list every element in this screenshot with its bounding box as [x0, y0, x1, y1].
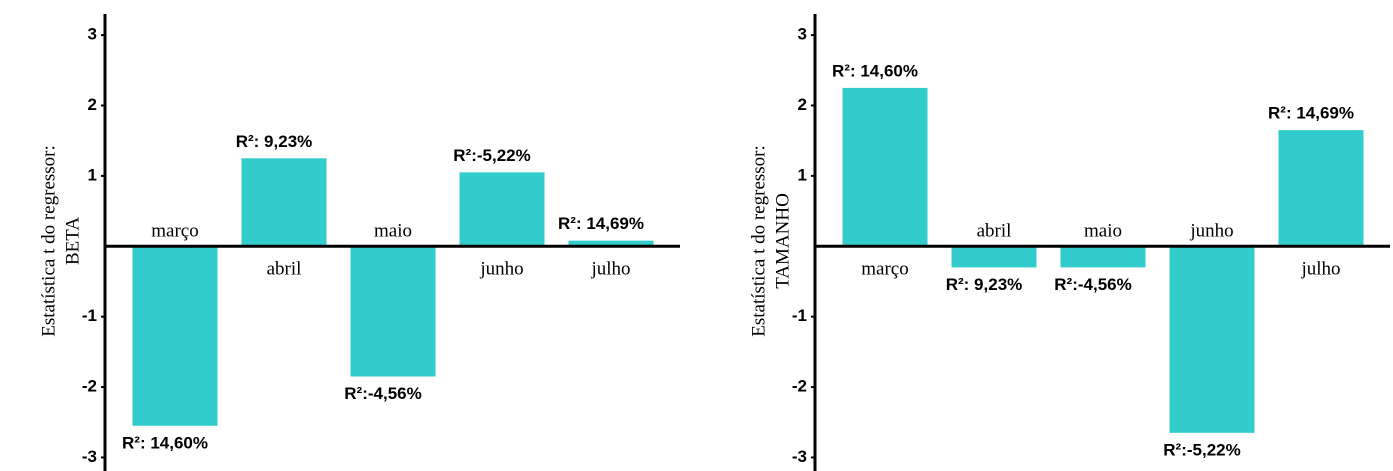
category-label: abril — [267, 259, 302, 280]
y-tick-label: -3 — [82, 447, 97, 466]
y-tick-label: 2 — [88, 95, 97, 114]
data-annotation: R²: 9,23% — [946, 275, 1023, 294]
data-annotation: R²:-4,56% — [1054, 275, 1131, 294]
bar — [1278, 130, 1364, 247]
y-axis-label: Estatística t do regressor: — [748, 145, 769, 337]
data-annotation: R²:-4,56% — [344, 384, 421, 403]
data-annotation: R²: 14,69% — [1268, 104, 1354, 123]
y-tick-label: -1 — [82, 306, 97, 325]
y-tick-label: -1 — [792, 306, 807, 325]
category-label: junho — [1189, 221, 1233, 242]
y-tick-label: 3 — [798, 25, 807, 44]
bar — [951, 246, 1037, 268]
category-label: julho — [590, 259, 630, 280]
y-axis-label: TAMANHO — [772, 193, 793, 289]
y-tick-label: -3 — [792, 447, 807, 466]
y-axis-label: BETA — [62, 217, 83, 265]
bar — [1169, 246, 1255, 433]
bar — [350, 246, 436, 377]
category-label: julho — [1300, 259, 1340, 280]
category-label: junho — [479, 259, 523, 280]
y-tick-label: 1 — [798, 165, 807, 184]
y-tick-label: -2 — [792, 377, 807, 396]
bar — [842, 87, 928, 247]
category-label: maio — [374, 221, 412, 242]
bar — [568, 240, 654, 247]
y-tick-label: 3 — [88, 25, 97, 44]
y-axis-label: Estatística t do regressor: — [38, 145, 59, 337]
y-tick-label: 1 — [88, 165, 97, 184]
bar — [1060, 246, 1146, 268]
bar — [132, 246, 218, 426]
data-annotation: R²: 9,23% — [236, 132, 313, 151]
category-label: maio — [1084, 221, 1122, 242]
data-annotation: R²:-5,22% — [453, 146, 530, 165]
y-tick-label: 2 — [798, 95, 807, 114]
bar — [241, 158, 327, 247]
data-annotation: R²: 14,60% — [122, 433, 208, 452]
category-label: março — [861, 259, 908, 280]
y-tick-label: -2 — [82, 377, 97, 396]
category-label: março — [151, 221, 198, 242]
data-annotation: R²: 14,69% — [558, 214, 644, 233]
bar — [459, 172, 545, 247]
data-annotation: R²:-5,22% — [1163, 440, 1240, 459]
category-label: abril — [977, 221, 1012, 242]
data-annotation: R²: 14,60% — [832, 61, 918, 80]
